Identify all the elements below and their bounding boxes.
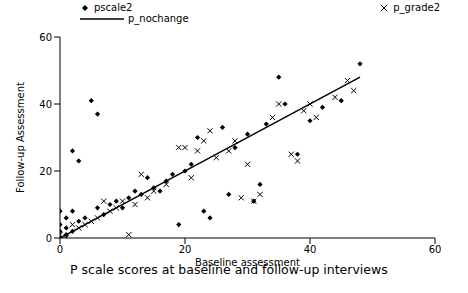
html-text:p_nochange: p_nochange bbox=[128, 13, 189, 24]
svg-text:0: 0 bbox=[57, 244, 63, 255]
svg-text:Follow-up Assessment: Follow-up Assessment bbox=[15, 82, 26, 193]
svg-text:40: 40 bbox=[304, 244, 317, 255]
svg-text:0: 0 bbox=[46, 233, 52, 244]
html-text:pscale2: pscale2 bbox=[94, 2, 133, 13]
svg-text:40: 40 bbox=[39, 99, 52, 110]
svg-text:60: 60 bbox=[39, 32, 52, 43]
svg-text:60: 60 bbox=[429, 244, 442, 255]
svg-text:20: 20 bbox=[39, 166, 52, 177]
html-text:p_grade2: p_grade2 bbox=[393, 2, 440, 13]
html-text:P scale scores at baseline and: P scale scores at baseline and follow-up… bbox=[70, 262, 388, 277]
svg-text:20: 20 bbox=[179, 244, 192, 255]
